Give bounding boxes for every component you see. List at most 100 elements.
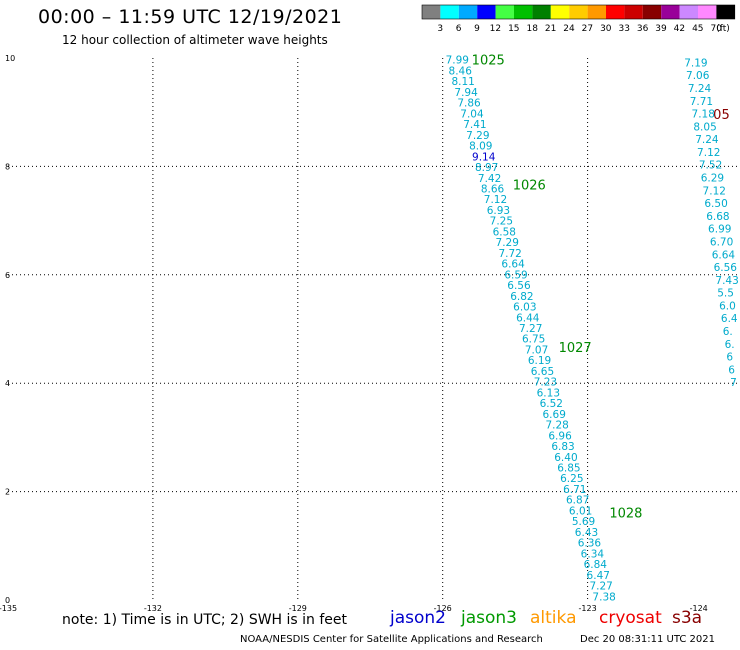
wave-height-value: 8.09 xyxy=(469,141,492,153)
satellite-label-jason2: jason2 xyxy=(390,608,446,628)
legend-swatch xyxy=(642,5,662,19)
wave-height-value: 7.71 xyxy=(690,96,713,108)
wave-height-value: 7.12 xyxy=(484,194,507,206)
wave-height-value: 7.41 xyxy=(463,119,486,131)
wave-height-value: 6.68 xyxy=(706,211,729,223)
legend-tick-label: 36 xyxy=(637,24,649,34)
wave-height-value: 6.69 xyxy=(543,409,566,421)
legend-swatch xyxy=(587,5,606,19)
legend-tick-label: 70 xyxy=(710,24,722,34)
wave-height-value: 6.85 xyxy=(557,463,580,475)
wave-height-value: 7.29 xyxy=(466,130,489,142)
time-label: 1025 xyxy=(472,54,505,69)
x-tick-label: -135 xyxy=(0,604,17,613)
wave-height-value: 7.25 xyxy=(490,216,513,228)
time-label: 1027 xyxy=(559,341,592,356)
wave-height-value: 6.34 xyxy=(581,548,605,560)
wave-height-value: 7.23 xyxy=(534,377,557,389)
legend-tick-label: 39 xyxy=(655,24,667,34)
legend-swatch xyxy=(422,5,441,19)
wave-height-value: 6.64 xyxy=(501,259,525,271)
time-label: 1026 xyxy=(513,178,546,193)
wave-height-value: 6.52 xyxy=(540,398,563,410)
wave-height-value: 8.46 xyxy=(449,65,473,77)
page-title: 00:00 – 11:59 UTC 12/19/2021 xyxy=(38,6,343,28)
legend-tick-label: 18 xyxy=(526,24,538,34)
wave-height-value: 7.18 xyxy=(692,109,715,121)
x-tick-label: -123 xyxy=(579,604,597,613)
wave-height-value: 7.38 xyxy=(592,591,615,603)
legend-swatch xyxy=(569,5,588,19)
y-tick-label: 10 xyxy=(5,54,15,63)
wave-height-value: 6.01 xyxy=(569,505,592,517)
generation-timestamp: Dec 20 08:31:11 UTC 2021 xyxy=(580,634,715,645)
legend-tick-label: 3 xyxy=(437,24,443,34)
wave-height-value: 7.27 xyxy=(519,323,542,335)
wave-height-value: 7.12 xyxy=(703,185,726,197)
x-tick-label: -126 xyxy=(434,604,452,613)
legend-swatch xyxy=(458,5,478,19)
wave-height-value: 6.64 xyxy=(712,249,736,261)
legend-swatch xyxy=(495,5,514,19)
legend-tick-label: 27 xyxy=(582,24,593,34)
satellite-label-jason3: jason3 xyxy=(461,608,517,628)
credit-text: NOAA/NESDIS Center for Satellite Applica… xyxy=(240,634,543,645)
legend-tick-label: 6 xyxy=(456,24,462,34)
wave-height-value: 6.40 xyxy=(554,452,577,464)
wave-height-value: 6.25 xyxy=(560,473,583,485)
wave-height-value: 6.58 xyxy=(493,226,516,238)
wave-height-value: 7.42 xyxy=(478,173,501,185)
wave-height-value: 6.44 xyxy=(516,312,540,324)
legend-tick-label: 30 xyxy=(600,24,612,34)
wave-height-value: 7.99 xyxy=(446,55,469,67)
legend-tick-label: 42 xyxy=(674,24,685,34)
wave-height-value: 7.86 xyxy=(457,98,481,110)
wave-height-value: 7.29 xyxy=(496,237,519,249)
wave-height-value: 7.28 xyxy=(545,420,568,432)
satellite-label-s3a: s3a xyxy=(672,608,703,628)
wave-height-value: 6.0 xyxy=(719,300,736,312)
wave-height-value: 6.56 xyxy=(714,262,738,274)
wave-height-value: 6.71 xyxy=(563,484,586,496)
wave-height-value: 7.19 xyxy=(684,57,707,69)
wave-height-value: 6.96 xyxy=(548,430,572,442)
y-tick-label: 4 xyxy=(5,379,10,388)
wave-height-value: 7.24 xyxy=(695,134,719,146)
legend-swatch xyxy=(679,5,698,19)
legend-swatch xyxy=(550,5,570,19)
wave-height-value: 6.84 xyxy=(584,559,608,571)
legend-swatch xyxy=(532,5,551,19)
wave-height-value: 6.65 xyxy=(531,366,554,378)
wave-height-value: 8.66 xyxy=(481,183,505,195)
wave-height-value: 6. xyxy=(725,339,735,351)
wave-height-value: 6.87 xyxy=(566,495,589,507)
wave-height-value: 7.52 xyxy=(699,160,722,172)
wave-height-value: 7.72 xyxy=(498,248,521,260)
wave-height-value: 7.07 xyxy=(525,344,548,356)
wave-height-value: 7 xyxy=(730,377,737,389)
wave-height-value: 6.36 xyxy=(578,538,602,550)
wave-height-value: 6.59 xyxy=(504,269,527,281)
legend-unit: (ft) xyxy=(716,24,730,34)
wave-height-value: 6.43 xyxy=(575,527,598,539)
page-subtitle: 12 hour collection of altimeter wave hei… xyxy=(62,33,328,47)
y-tick-label: 6 xyxy=(5,271,10,280)
footer-note: note: 1) Time is in UTC; 2) SWH is in fe… xyxy=(62,612,348,628)
time-label: 05 xyxy=(713,108,730,123)
legend-tick-label: 33 xyxy=(618,24,629,34)
wave-height-value: 6 xyxy=(728,364,735,376)
legend-tick-label: 15 xyxy=(508,24,519,34)
time-label: 1028 xyxy=(609,506,642,521)
wave-height-value: 8.97 xyxy=(475,162,498,174)
wave-height-value: 8.11 xyxy=(451,76,474,88)
wave-height-map: -135 -132 -129 -126 -123 -12410864207.998.468… xyxy=(0,54,740,613)
wave-height-value: 7.04 xyxy=(460,108,484,120)
wave-height-value: 7.43 xyxy=(715,275,738,287)
legend-swatch xyxy=(716,5,735,19)
wave-height-value: 7.24 xyxy=(688,83,712,95)
legend-swatch xyxy=(514,5,533,19)
color-legend: 3 6 9 12 15 18 21 24 27 30 33 36 39 42 45 70(ft) xyxy=(421,4,736,34)
legend-swatch xyxy=(606,5,625,19)
legend-tick-label: 21 xyxy=(545,24,556,34)
wave-height-value: 6.83 xyxy=(551,441,574,453)
